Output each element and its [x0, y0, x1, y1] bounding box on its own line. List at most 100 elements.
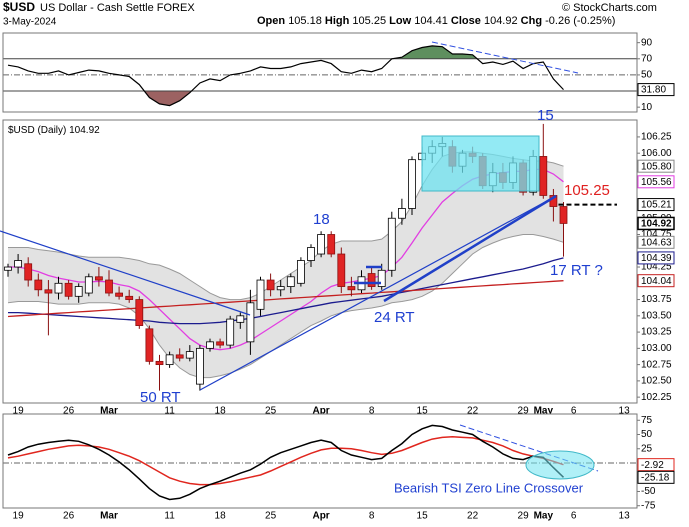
candle-body [84, 276, 93, 294]
annotation: 18 [313, 211, 330, 228]
quote-value: -0.26 [545, 15, 570, 27]
band-lower [7, 234, 564, 379]
candle-body [95, 276, 103, 281]
value-box [637, 175, 675, 189]
candle-body [34, 279, 43, 291]
value-box [637, 274, 675, 288]
price-legend: $USD (Daily) 104.92 [8, 125, 100, 136]
overbought-fill [8, 45, 564, 59]
x-tick-label: 18 [215, 511, 227, 522]
y-tick-label: 106.25 [641, 132, 672, 143]
candle-body [327, 234, 336, 255]
x-tick-label: 13 [619, 511, 631, 522]
candle-body [377, 269, 386, 287]
candle-body [64, 282, 73, 297]
y-tick-label: 10 [641, 102, 653, 113]
annotation: 105.25 [564, 182, 610, 199]
x-tick-label: Apr [312, 511, 329, 522]
y-tick-label: 102.50 [641, 376, 672, 387]
value-label: 104.92 [641, 219, 672, 230]
x-tick-label: May [534, 406, 554, 417]
candle-body [145, 328, 154, 362]
candle-body [115, 292, 123, 297]
uptrend-line [199, 195, 557, 391]
y-tick-label: 90 [641, 37, 653, 48]
y-tick-label: -75 [641, 500, 656, 511]
x-tick-label: 15 [417, 406, 429, 417]
oversold-fill [144, 91, 192, 106]
candle-body [539, 156, 548, 196]
tsi-line [7, 436, 564, 486]
value-label: 105.56 [641, 177, 672, 188]
candle-body [175, 354, 184, 359]
candle-body [165, 354, 174, 366]
candle-body [317, 234, 326, 255]
value-label: -2.92 [641, 460, 664, 471]
x-tick-label: 8 [369, 406, 375, 417]
tsi-line [7, 424, 565, 501]
y-tick-label: 102.75 [641, 359, 672, 370]
quote-label: Low [389, 15, 411, 27]
x-tick-label: 13 [619, 406, 631, 417]
y-tick-label: 25 [641, 443, 653, 454]
panel [3, 33, 637, 112]
value-box [637, 235, 675, 249]
y-tick-label: 50 [641, 429, 653, 440]
y-tick-label: 70 [641, 53, 653, 64]
candle-body [246, 302, 255, 343]
candle-body [559, 206, 568, 224]
x-tick-label: 11 [164, 511, 175, 522]
candle-body [206, 341, 214, 349]
candle-body [4, 266, 12, 271]
instrument-name: US Dollar - Cash Settle FOREX [40, 2, 195, 14]
value-label: 31.80 [641, 85, 666, 96]
quote-value: 105.25 [352, 15, 386, 27]
y-tick-label: -50 [641, 486, 656, 497]
value-box [637, 458, 675, 472]
quote-value: 105.18 [288, 15, 322, 27]
candle-body [408, 159, 416, 209]
candle-body [195, 347, 204, 385]
x-tick-label: 8 [369, 511, 375, 522]
candle-body [296, 260, 305, 284]
candle-body [337, 253, 346, 287]
y-tick-label: 103.75 [641, 294, 672, 305]
x-tick-label: 29 [518, 406, 530, 417]
y-tick-label: 104.75 [641, 229, 672, 240]
candle-body [135, 299, 144, 326]
candle-body [266, 279, 275, 291]
x-tick-label: May [534, 511, 554, 522]
annotation: 24 RT [374, 309, 415, 326]
quote-line: Open 105.18 High 105.25 Low 104.41 Close… [257, 15, 615, 27]
value-box [637, 159, 675, 173]
x-tick-label: 25 [265, 406, 277, 417]
x-tick-label: 26 [63, 511, 75, 522]
x-tick-label: 11 [164, 406, 175, 417]
y-tick-label: 104.25 [641, 262, 672, 273]
candle-body [276, 286, 285, 291]
candle-body [387, 217, 396, 271]
value-box [637, 470, 675, 484]
legend-label: $USD (Daily) [8, 125, 66, 136]
annotation: 50 RT [140, 389, 181, 406]
panel-border [2, 32, 638, 113]
downtrend-line [0, 230, 251, 316]
candle-body [286, 276, 295, 287]
x-tick-label: 6 [571, 406, 577, 417]
candle-body [256, 279, 265, 310]
annotation: 15 [537, 107, 554, 124]
moving-average [7, 280, 564, 318]
uptrend-line-bold [383, 194, 557, 303]
value-label: 105.21 [641, 200, 672, 211]
y-tick-label: 103.25 [641, 327, 672, 338]
candle-body [307, 247, 315, 261]
candle-body [125, 295, 134, 300]
value-label: 104.04 [641, 276, 672, 287]
rsi-trendline [431, 41, 579, 74]
x-tick-label: Mar [100, 511, 118, 522]
candle-body [236, 315, 245, 323]
quote-label: Open [257, 15, 285, 27]
candle-body [74, 286, 83, 297]
y-tick-label: 106.00 [641, 148, 672, 159]
